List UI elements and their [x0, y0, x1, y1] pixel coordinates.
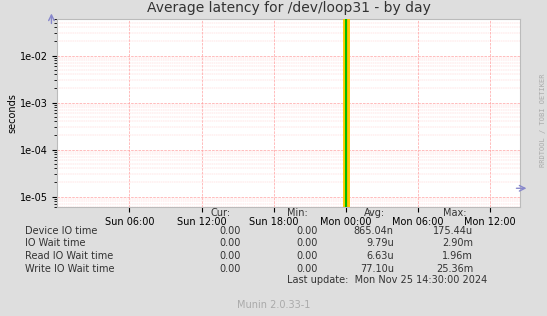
Text: 175.44u: 175.44u — [433, 226, 473, 236]
Text: 0.00: 0.00 — [219, 264, 241, 274]
Text: Max:: Max: — [443, 209, 467, 218]
Text: 25.36m: 25.36m — [436, 264, 473, 274]
Y-axis label: seconds: seconds — [7, 93, 17, 133]
Text: 865.04n: 865.04n — [354, 226, 394, 236]
Title: Average latency for /dev/loop31 - by day: Average latency for /dev/loop31 - by day — [147, 1, 430, 15]
Text: 0.00: 0.00 — [219, 238, 241, 248]
Text: 0.00: 0.00 — [219, 251, 241, 261]
Text: 6.63u: 6.63u — [366, 251, 394, 261]
Text: Cur:: Cur: — [211, 209, 231, 218]
Text: 2.90m: 2.90m — [442, 238, 473, 248]
Text: 1.96m: 1.96m — [443, 251, 473, 261]
Text: 0.00: 0.00 — [219, 226, 241, 236]
Text: Munin 2.0.33-1: Munin 2.0.33-1 — [237, 300, 310, 310]
Text: Write IO Wait time: Write IO Wait time — [25, 264, 114, 274]
Text: 9.79u: 9.79u — [366, 238, 394, 248]
Text: Read IO Wait time: Read IO Wait time — [25, 251, 113, 261]
Text: Min:: Min: — [287, 209, 308, 218]
Text: Device IO time: Device IO time — [25, 226, 97, 236]
Text: 77.10u: 77.10u — [360, 264, 394, 274]
Text: 0.00: 0.00 — [296, 238, 317, 248]
Text: 0.00: 0.00 — [296, 226, 317, 236]
Text: RRDTOOL / TOBI OETIKER: RRDTOOL / TOBI OETIKER — [540, 73, 546, 167]
Text: IO Wait time: IO Wait time — [25, 238, 85, 248]
Text: Avg:: Avg: — [364, 209, 385, 218]
Text: 0.00: 0.00 — [296, 251, 317, 261]
Text: Last update:  Mon Nov 25 14:30:00 2024: Last update: Mon Nov 25 14:30:00 2024 — [287, 275, 487, 285]
Text: 0.00: 0.00 — [296, 264, 317, 274]
